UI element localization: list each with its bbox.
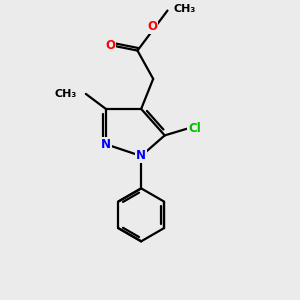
- Text: CH₃: CH₃: [173, 4, 196, 14]
- Text: O: O: [148, 20, 158, 33]
- Text: Cl: Cl: [188, 122, 201, 135]
- Text: CH₃: CH₃: [55, 89, 77, 99]
- Text: N: N: [101, 138, 111, 151]
- Text: N: N: [136, 149, 146, 163]
- Text: O: O: [105, 39, 115, 52]
